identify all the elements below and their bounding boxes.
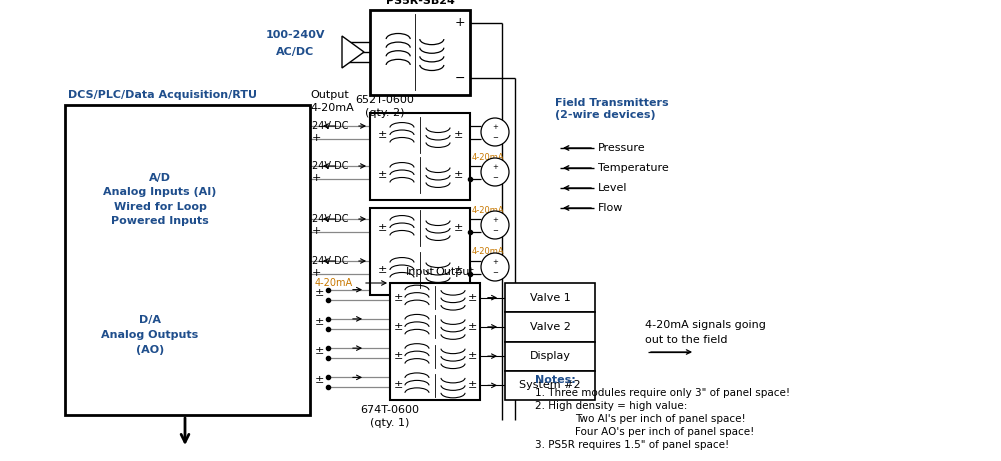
Text: Analog Inputs (AI): Analog Inputs (AI) [103, 187, 216, 197]
Text: +: + [312, 133, 321, 143]
Bar [505, 283, 595, 312]
Text: 100-240V: 100-240V [265, 30, 324, 40]
Text: +: + [312, 268, 321, 278]
Ellipse shape [481, 253, 509, 281]
Text: +: + [492, 217, 497, 223]
Text: 24V DC: 24V DC [312, 121, 348, 131]
Text: Pressure: Pressure [598, 143, 646, 153]
Text: −: − [492, 135, 497, 141]
Text: ±: ± [467, 322, 476, 332]
Text: 4-20mA: 4-20mA [310, 103, 353, 113]
Text: +: + [492, 259, 497, 265]
Text: ±: ± [315, 317, 324, 327]
Text: ±: ± [467, 351, 476, 361]
Text: +: + [454, 17, 465, 30]
Text: ±: ± [393, 380, 402, 390]
Text: Notes:: Notes: [535, 375, 576, 385]
Text: ±: ± [393, 351, 402, 361]
Text: Valve 2: Valve 2 [530, 322, 571, 332]
Bar [505, 342, 595, 371]
Text: Two AI's per inch of panel space!: Two AI's per inch of panel space! [575, 414, 746, 424]
Text: Input: Input [405, 267, 434, 277]
Text: 1. Three modules require only 3" of panel space!: 1. Three modules require only 3" of pane… [535, 388, 790, 398]
Ellipse shape [481, 158, 509, 186]
Text: +: + [312, 226, 321, 236]
Text: AC/DC: AC/DC [276, 47, 314, 57]
Text: 24V DC: 24V DC [312, 214, 348, 224]
Text: DCS/PLC/Data Acquisition/RTU: DCS/PLC/Data Acquisition/RTU [68, 90, 257, 100]
Text: 2. High density = high value:: 2. High density = high value: [535, 401, 688, 411]
Text: +: + [312, 173, 321, 183]
Text: +: + [492, 124, 497, 130]
Text: ±: ± [453, 265, 462, 275]
Text: Output: Output [310, 90, 348, 100]
Text: 24V DC: 24V DC [312, 161, 348, 171]
Text: PS5R-SB24: PS5R-SB24 [385, 0, 454, 6]
Text: ±: ± [315, 346, 324, 356]
Text: Level: Level [598, 183, 628, 193]
Text: −: − [492, 270, 497, 276]
Text: (2-wire devices): (2-wire devices) [555, 110, 656, 120]
Text: ±: ± [315, 288, 324, 298]
Text: Display: Display [530, 351, 571, 361]
Bar [370, 208, 470, 295]
Text: Temperature: Temperature [598, 163, 669, 173]
Text: 652T-0600: 652T-0600 [355, 95, 414, 105]
Text: ±: ± [453, 170, 462, 180]
Text: (qty. 1): (qty. 1) [370, 418, 409, 428]
Text: 674T-0600: 674T-0600 [360, 405, 419, 415]
Text: ±: ± [453, 130, 462, 140]
Text: out to the field: out to the field [645, 335, 728, 345]
Text: ±: ± [315, 375, 324, 385]
Text: Powered Inputs: Powered Inputs [111, 216, 209, 226]
Text: ±: ± [377, 170, 386, 180]
Text: Field Transmitters: Field Transmitters [555, 98, 669, 108]
Text: Four AO's per inch of panel space!: Four AO's per inch of panel space! [575, 427, 755, 437]
Text: ±: ± [393, 293, 402, 302]
Text: ±: ± [393, 322, 402, 332]
Text: −: − [492, 228, 497, 234]
Bar [370, 113, 470, 200]
Text: ±: ± [453, 223, 462, 233]
Text: 4-20mA: 4-20mA [472, 153, 505, 161]
Text: (qty. 2): (qty. 2) [365, 108, 404, 118]
Bar [505, 371, 595, 400]
Bar [65, 105, 310, 415]
Text: 4-20mA: 4-20mA [472, 248, 505, 256]
Text: System #2: System #2 [520, 380, 581, 390]
Text: ±: ± [377, 265, 386, 275]
Text: 4-20mA: 4-20mA [315, 278, 353, 288]
Text: A/D: A/D [149, 173, 171, 183]
Text: Analog Outputs: Analog Outputs [101, 330, 198, 340]
Bar [505, 312, 595, 342]
Text: −: − [454, 71, 465, 84]
Text: 4-20mA signals going: 4-20mA signals going [645, 320, 766, 330]
Bar [390, 283, 480, 400]
Text: Wired for Loop: Wired for Loop [113, 202, 206, 212]
Ellipse shape [481, 211, 509, 239]
Text: (AO): (AO) [136, 345, 164, 355]
Text: D/A: D/A [139, 315, 161, 325]
Text: ±: ± [377, 130, 386, 140]
Text: 3. PS5R requires 1.5" of panel space!: 3. PS5R requires 1.5" of panel space! [535, 440, 730, 450]
Text: −: − [492, 175, 497, 181]
Text: ±: ± [377, 223, 386, 233]
Polygon shape [342, 36, 364, 68]
Bar [370, 10, 470, 95]
Text: Output: Output [435, 267, 474, 277]
Ellipse shape [481, 118, 509, 146]
Text: ±: ± [467, 293, 476, 302]
Text: 4-20mA: 4-20mA [472, 206, 505, 214]
Text: Flow: Flow [598, 203, 624, 213]
Text: 24V DC: 24V DC [312, 256, 348, 266]
Text: Valve 1: Valve 1 [530, 293, 571, 302]
Text: ±: ± [467, 380, 476, 390]
Text: +: + [492, 164, 497, 170]
